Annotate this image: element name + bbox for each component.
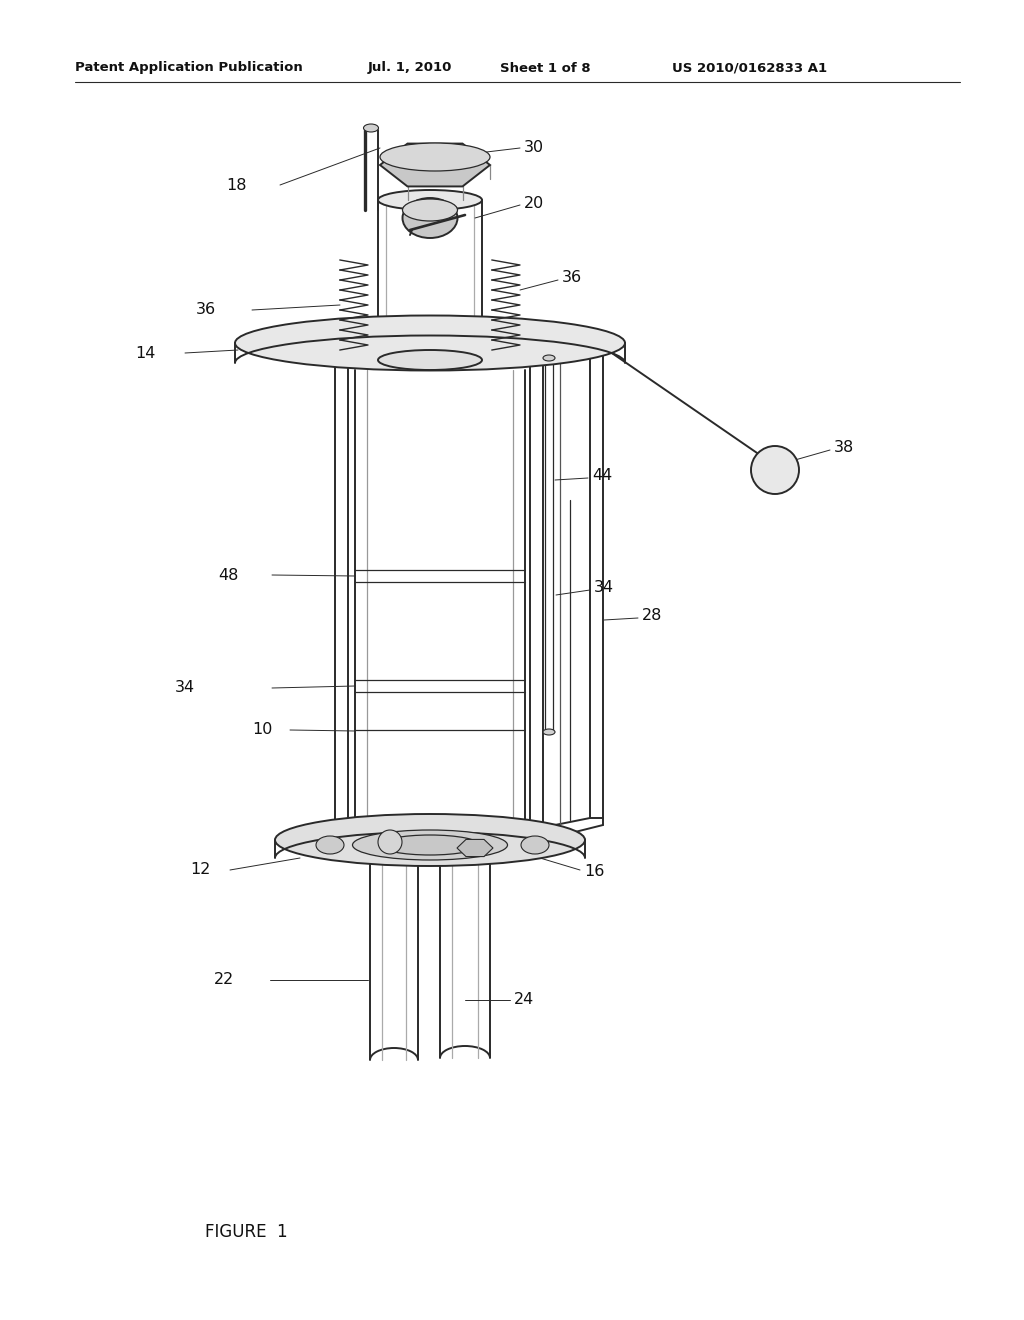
- Ellipse shape: [402, 198, 458, 238]
- Text: 14: 14: [135, 346, 156, 360]
- Text: Sheet 1 of 8: Sheet 1 of 8: [500, 62, 591, 74]
- Text: 24: 24: [514, 993, 535, 1007]
- Text: 28: 28: [642, 609, 663, 623]
- Text: Patent Application Publication: Patent Application Publication: [75, 62, 303, 74]
- Text: 36: 36: [196, 302, 216, 318]
- Text: 34: 34: [594, 581, 614, 595]
- Polygon shape: [380, 144, 490, 186]
- Text: 12: 12: [190, 862, 210, 878]
- Ellipse shape: [316, 836, 344, 854]
- Ellipse shape: [378, 350, 482, 370]
- Text: 36: 36: [562, 271, 582, 285]
- Text: 20: 20: [524, 195, 544, 210]
- Ellipse shape: [543, 355, 555, 360]
- Ellipse shape: [275, 814, 585, 866]
- Text: US 2010/0162833 A1: US 2010/0162833 A1: [672, 62, 827, 74]
- Text: 22: 22: [214, 973, 234, 987]
- Text: 38: 38: [834, 441, 854, 455]
- Ellipse shape: [352, 830, 508, 861]
- Text: 30: 30: [524, 140, 544, 156]
- Ellipse shape: [378, 190, 482, 210]
- Ellipse shape: [234, 315, 625, 371]
- Text: 10: 10: [252, 722, 272, 738]
- Polygon shape: [457, 840, 493, 857]
- Ellipse shape: [380, 143, 490, 172]
- Text: 16: 16: [584, 865, 604, 879]
- Ellipse shape: [364, 124, 379, 132]
- Ellipse shape: [378, 830, 402, 854]
- Text: FIGURE  1: FIGURE 1: [205, 1224, 288, 1241]
- Ellipse shape: [402, 199, 458, 220]
- Text: Jul. 1, 2010: Jul. 1, 2010: [368, 62, 453, 74]
- Ellipse shape: [521, 836, 549, 854]
- Ellipse shape: [380, 836, 480, 855]
- Text: 34: 34: [175, 681, 196, 696]
- Ellipse shape: [543, 729, 555, 735]
- Text: 44: 44: [592, 469, 612, 483]
- Text: 18: 18: [226, 177, 247, 193]
- Text: 48: 48: [218, 568, 239, 582]
- Ellipse shape: [751, 446, 799, 494]
